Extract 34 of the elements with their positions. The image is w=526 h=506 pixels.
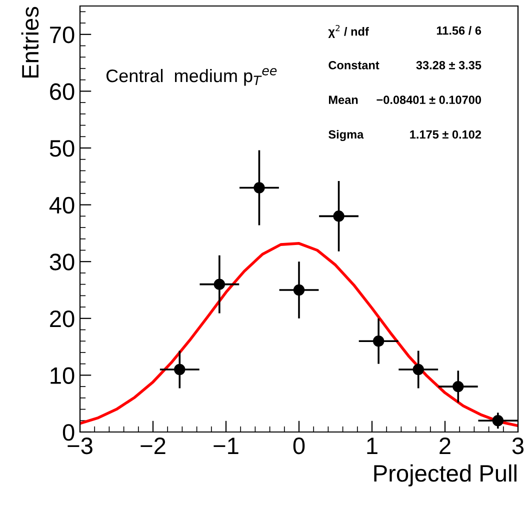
point [372,336,384,347]
point [333,210,344,222]
point [492,415,504,426]
point [412,364,424,376]
x-tick-label: −2 [140,437,166,454]
annotation: Mean [328,96,358,104]
x-tick-label: 0 [293,437,305,454]
y-tick-label: 30 [50,254,74,270]
y-tick-label: 60 [50,83,74,100]
y-tick-label: 70 [50,26,74,44]
line-series [80,242,518,428]
x-tick-label: −1 [214,438,238,454]
point [174,364,186,376]
point [214,278,226,290]
y-tick-label: 50 [50,140,74,157]
annotation: χ$^{2}$ / ndf [328,24,369,38]
x-axis-title: Projected Pull [374,464,516,486]
x-tick-label: 3 [512,437,524,454]
annotation: Constant [328,61,380,70]
annotation: 33.28 ± 3.35 [416,61,482,70]
annotation: Sigma [328,130,364,142]
point [452,380,464,392]
y-axis-title: Entries [21,6,39,78]
y-tick-label: 10 [50,367,74,384]
y-tick-label: 40 [49,196,74,214]
annotation: Central medium p$_{T}$$^{ee}$ [106,68,277,86]
x-tick-label: 1 [367,438,378,454]
point [254,182,265,194]
point [293,284,305,296]
y-tick-label: 20 [50,310,74,328]
annotation: 1.175 ± 0.102 [410,130,482,139]
annotation: 11.56 / 6 [436,26,482,35]
annotation: −0.08401 ± 0.10700 [376,96,482,104]
x-tick-label: 2 [440,437,450,454]
